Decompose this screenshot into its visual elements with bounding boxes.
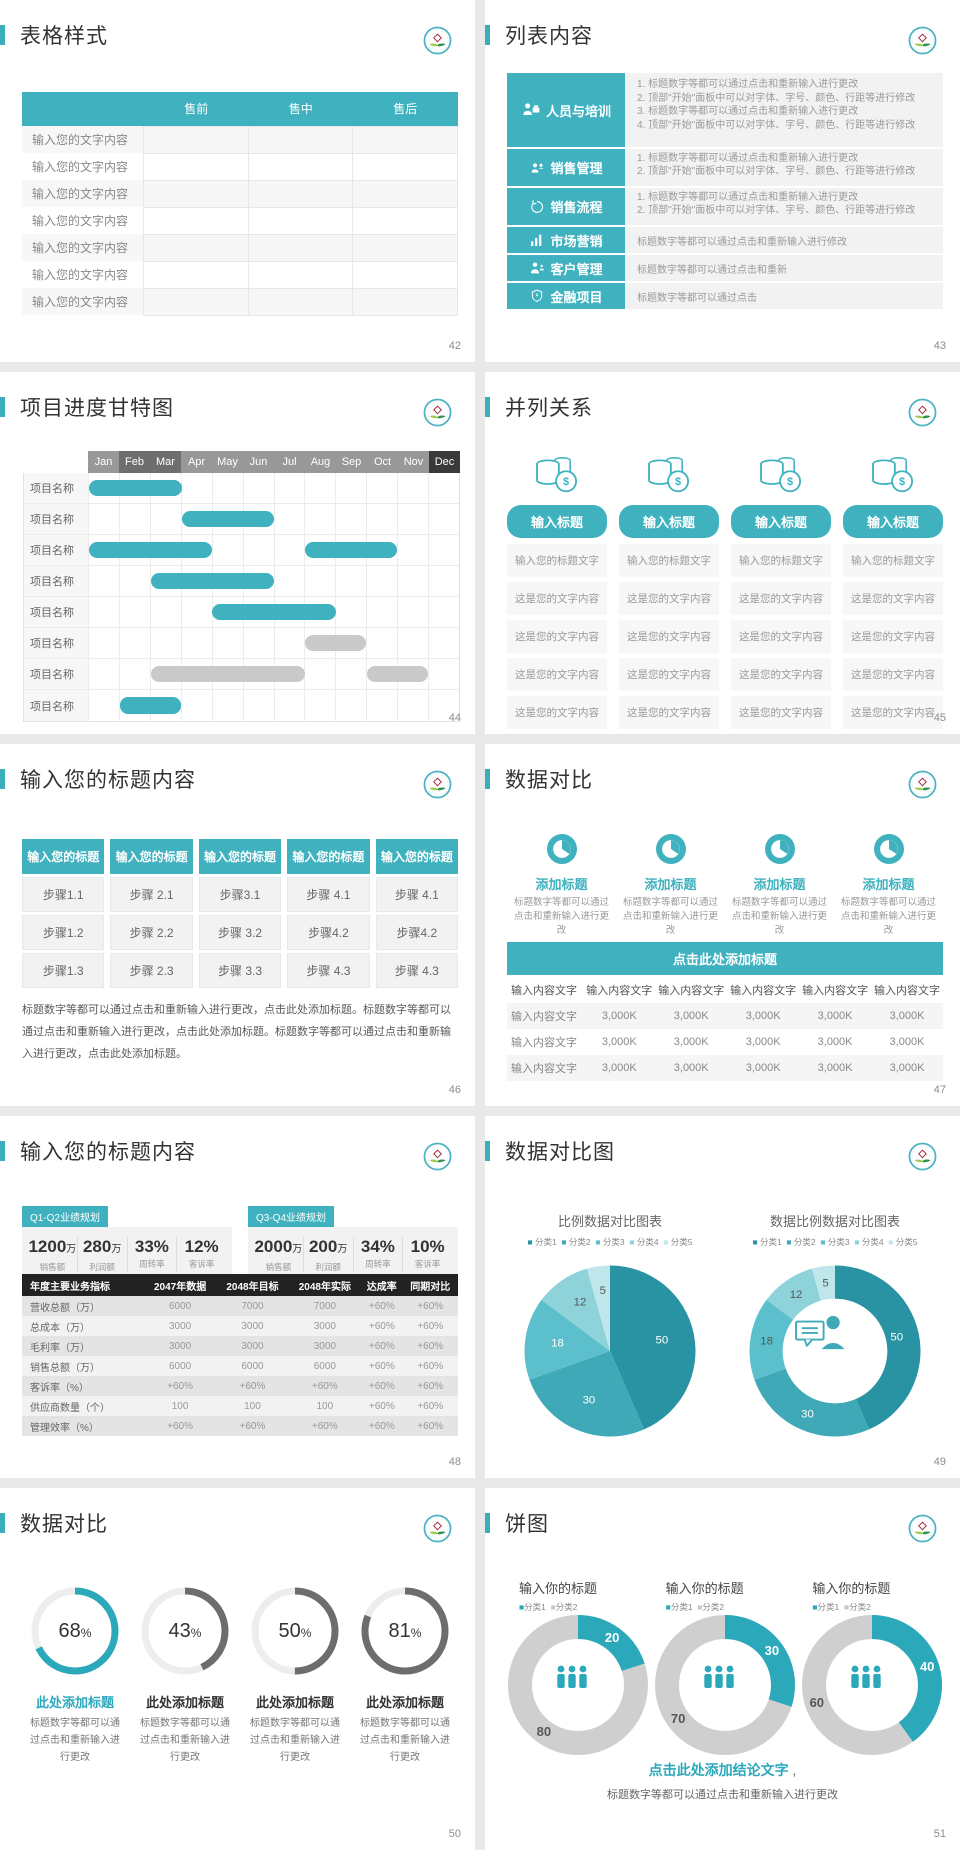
svg-text:30: 30 <box>801 1409 814 1421</box>
svg-text:¥: ¥ <box>536 293 539 298</box>
svg-text:30: 30 <box>765 1643 779 1658</box>
svg-text:12: 12 <box>790 1289 803 1301</box>
svg-text:18: 18 <box>760 1335 773 1347</box>
svg-text:$: $ <box>675 476 681 488</box>
svg-text:81%: 81% <box>389 1620 422 1642</box>
svg-text:70: 70 <box>671 1711 685 1726</box>
svg-text:50: 50 <box>890 1332 903 1344</box>
svg-text:20: 20 <box>605 1630 619 1645</box>
svg-text:12: 12 <box>574 1296 587 1308</box>
svg-text:40: 40 <box>920 1659 934 1674</box>
svg-text:50%: 50% <box>279 1620 312 1642</box>
svg-text:18: 18 <box>551 1337 564 1349</box>
svg-text:$: $ <box>787 476 793 488</box>
svg-text:68%: 68% <box>59 1620 92 1642</box>
svg-text:80: 80 <box>537 1724 551 1739</box>
svg-text:30: 30 <box>583 1394 596 1406</box>
svg-text:$: $ <box>563 476 569 488</box>
svg-text:5: 5 <box>822 1277 828 1289</box>
svg-text:60: 60 <box>809 1695 823 1710</box>
svg-text:$: $ <box>899 476 905 488</box>
svg-text:43%: 43% <box>169 1620 202 1642</box>
svg-text:5: 5 <box>600 1285 606 1297</box>
svg-text:50: 50 <box>656 1334 669 1346</box>
